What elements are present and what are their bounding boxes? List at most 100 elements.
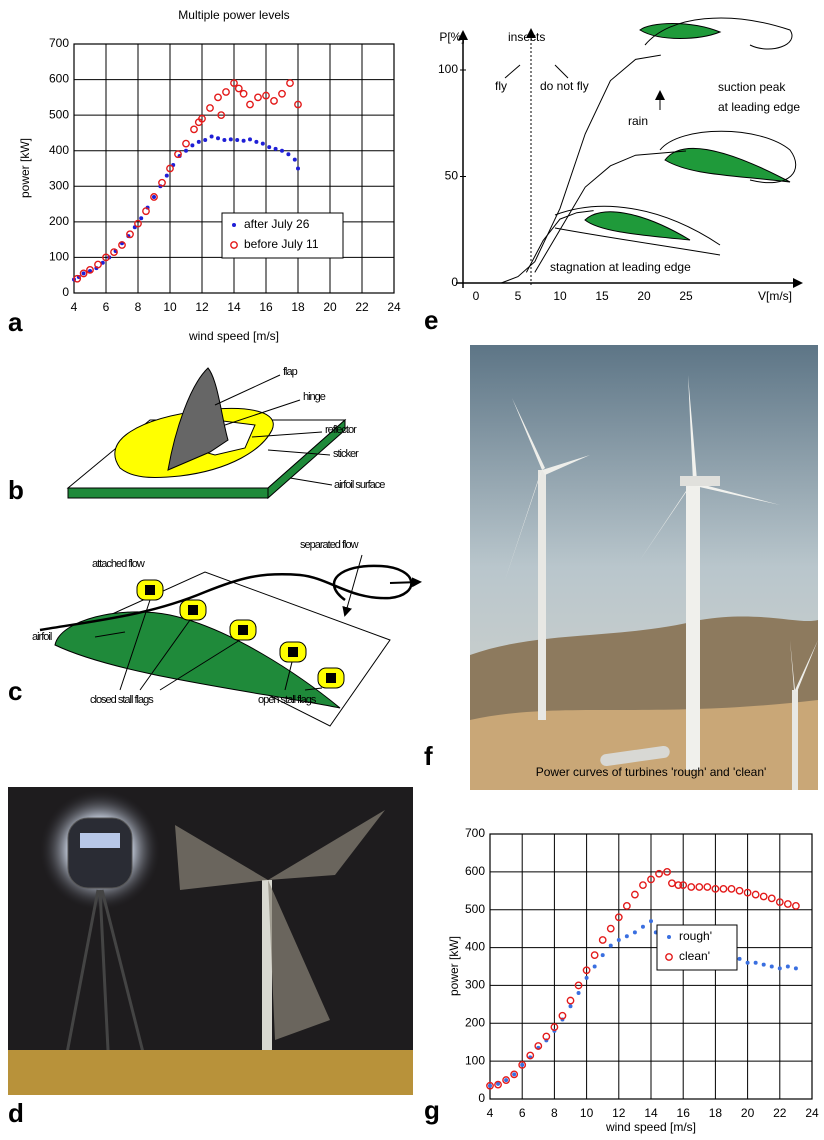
leader-line xyxy=(284,661,293,691)
y-tick-label: 600 xyxy=(49,72,69,86)
chart-title: Power curves of turbines 'rough' and 'cl… xyxy=(536,765,767,779)
x-tick-label: 10 xyxy=(553,289,567,303)
annotation: suction peak xyxy=(718,80,786,94)
x-tick-label: 14 xyxy=(644,1106,658,1120)
point xyxy=(494,1080,502,1089)
x-tick-label: 6 xyxy=(103,300,110,314)
point xyxy=(248,137,252,142)
y-tick-label: 0 xyxy=(62,285,69,299)
point xyxy=(139,216,144,221)
point xyxy=(166,164,174,173)
point xyxy=(558,1011,567,1020)
point xyxy=(614,913,623,922)
x-tick-label: 6 xyxy=(519,1106,526,1120)
point xyxy=(568,1004,573,1009)
point xyxy=(273,146,278,151)
legend-swatch xyxy=(232,223,236,227)
x-tick-label: 5 xyxy=(515,289,522,303)
point xyxy=(88,268,92,273)
point xyxy=(278,89,286,98)
y-tick-label: 300 xyxy=(49,178,69,192)
tower xyxy=(792,690,798,790)
point xyxy=(793,966,798,971)
point xyxy=(217,111,226,120)
leader-line xyxy=(267,449,331,456)
x-axis-label: wind speed [m/s] xyxy=(188,329,279,343)
point xyxy=(286,79,294,88)
point xyxy=(520,1062,525,1067)
y-tick-label: 50 xyxy=(445,169,459,183)
x-tick-label: 24 xyxy=(387,300,401,314)
stall-flags xyxy=(136,579,345,689)
airfoil-shape xyxy=(664,147,791,183)
x-tick-label: 22 xyxy=(773,1106,787,1120)
point xyxy=(785,964,790,969)
chart: 0 50 100 0 5 10 15 20 25 V[m/s] P[%] insects fly do n… xyxy=(438,30,803,303)
ground xyxy=(470,700,818,790)
nacelle xyxy=(680,476,720,486)
point xyxy=(753,960,758,965)
point xyxy=(647,875,655,884)
leader-line xyxy=(214,374,281,406)
point xyxy=(260,141,265,146)
x-tick-label: 20 xyxy=(637,289,651,303)
y-axis-label: power [kW] xyxy=(447,936,461,996)
leader-line xyxy=(159,639,241,691)
plate-side xyxy=(267,418,346,500)
plate-edge xyxy=(67,487,269,499)
y-tick-label: 200 xyxy=(465,1015,485,1029)
diagram-b: flap hinge reflector sticker airfoil sur… xyxy=(66,366,386,500)
tower xyxy=(262,880,272,1070)
point xyxy=(486,1081,494,1090)
point xyxy=(668,879,676,888)
annotation: stagnation at leading edge xyxy=(550,260,691,274)
photo-f xyxy=(470,345,818,790)
diagram-e-sketch xyxy=(504,17,797,285)
y-tick-label: 400 xyxy=(465,940,485,954)
point xyxy=(206,104,214,112)
y-tick-label: 700 xyxy=(49,36,69,50)
legend-swatch xyxy=(665,953,673,961)
point xyxy=(737,956,742,961)
label: open stall flags xyxy=(258,694,317,706)
point xyxy=(190,125,198,134)
legend-label: after July 26 xyxy=(244,217,310,231)
point xyxy=(102,253,110,262)
flag-centers xyxy=(145,585,336,683)
diagram-c: attached flow separated flow airfoil clo… xyxy=(32,539,422,727)
panel-label: e xyxy=(424,305,438,335)
point xyxy=(792,902,800,910)
tower xyxy=(686,485,700,770)
x-tick-label: 14 xyxy=(227,300,241,314)
y-tick-label: 200 xyxy=(49,214,69,228)
point xyxy=(550,1023,559,1031)
point xyxy=(566,996,575,1005)
point xyxy=(518,1061,527,1069)
point xyxy=(270,97,278,105)
point xyxy=(294,100,302,109)
point xyxy=(504,1078,509,1083)
point xyxy=(759,892,768,901)
point xyxy=(190,143,195,148)
point xyxy=(687,883,696,891)
label: separated flow xyxy=(300,539,359,551)
y-tick-label: 300 xyxy=(465,978,485,992)
point xyxy=(655,869,663,878)
point xyxy=(663,867,671,876)
point xyxy=(640,924,645,929)
chart: Power curves of turbines 'rough' and 'cl… xyxy=(447,765,819,1134)
point xyxy=(216,136,220,141)
flag-center xyxy=(326,673,336,683)
y-tick-label: 100 xyxy=(438,62,458,76)
annotation: do not fly xyxy=(540,79,589,93)
legend-box xyxy=(656,924,738,971)
point xyxy=(542,1032,551,1041)
legend-label: clean' xyxy=(679,949,710,963)
panel-label: f xyxy=(424,741,433,771)
point xyxy=(110,248,118,256)
point xyxy=(234,84,243,93)
point xyxy=(719,884,728,893)
point xyxy=(182,139,190,148)
lamp xyxy=(67,817,133,889)
x-tick-label: 4 xyxy=(71,300,78,314)
